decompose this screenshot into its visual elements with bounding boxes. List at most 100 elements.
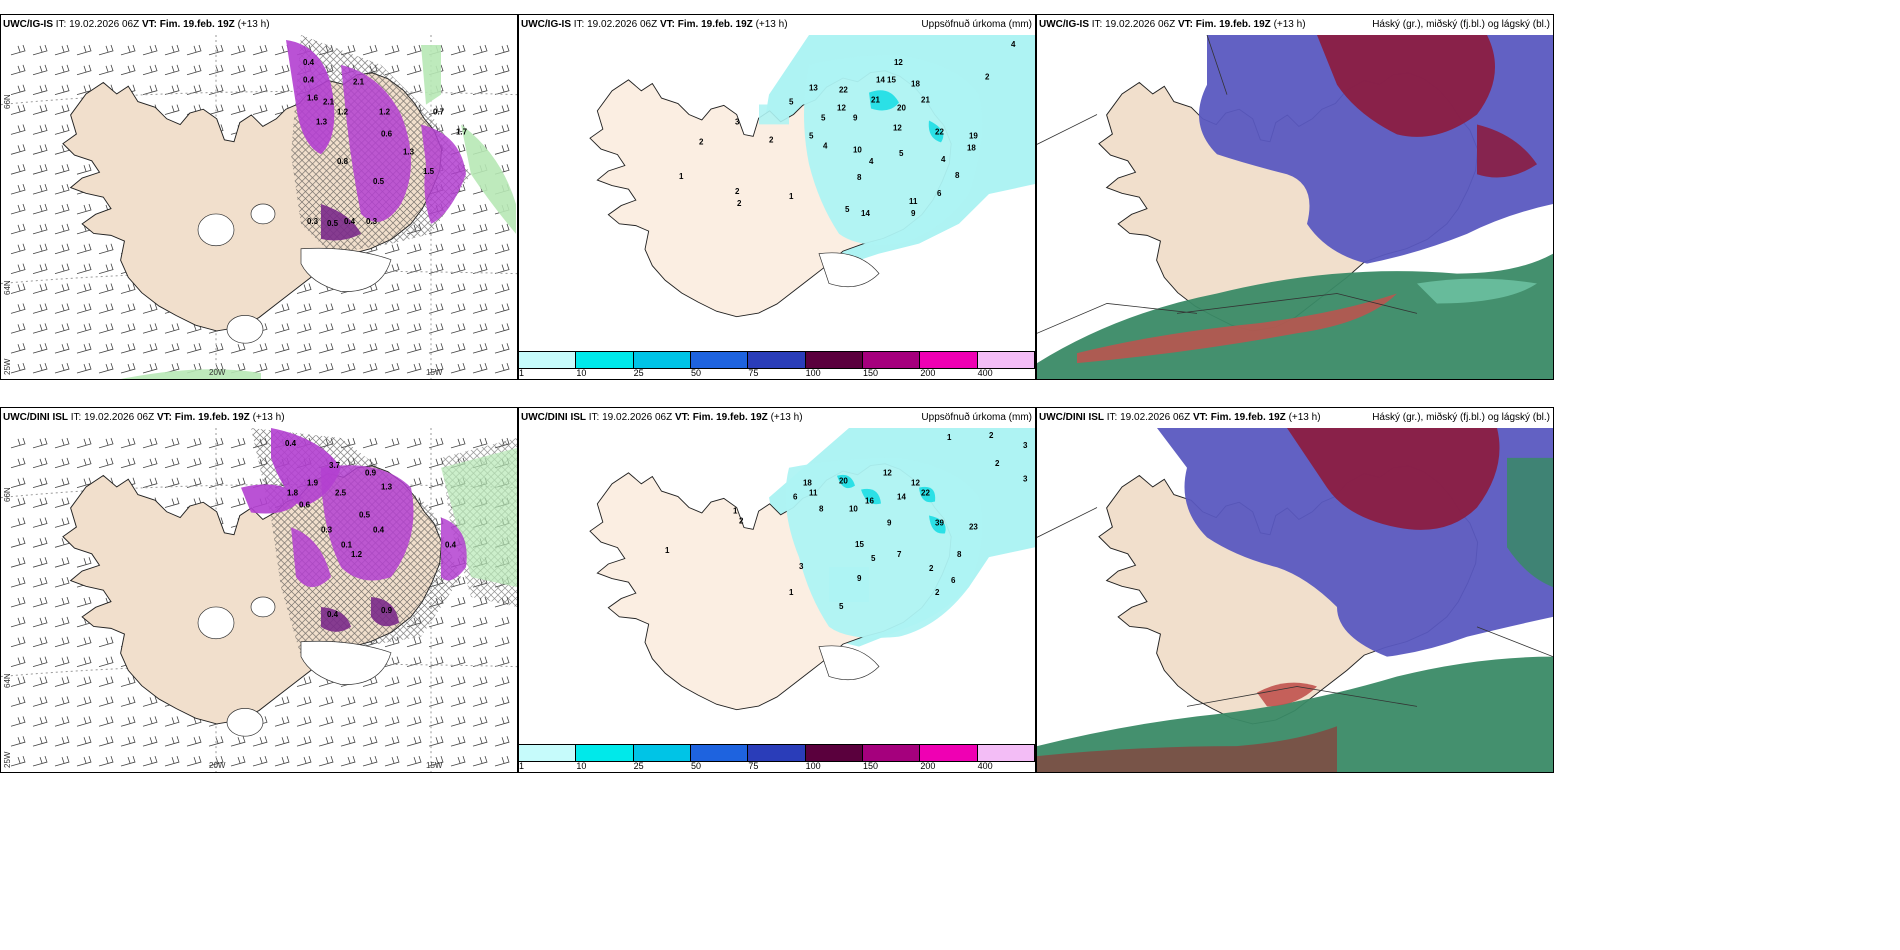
wind-barb <box>76 164 92 175</box>
precip-map[interactable]: 1 2 2 3 3 12 20 12 22 16 14 39 23 10 9 1… <box>519 428 1035 744</box>
wind-barb <box>362 736 378 747</box>
snow-value: 0.8 <box>337 157 349 166</box>
wind-green-area <box>441 447 517 588</box>
precip-map[interactable]: 12 4 2 14 15 18 13 22 21 20 21 12 5 9 12… <box>519 35 1035 351</box>
wind-barb <box>10 323 26 334</box>
wind-barb <box>450 84 466 96</box>
wind-barb <box>54 104 70 115</box>
wind-barb <box>384 362 400 374</box>
precip-colorbar: 1 10 25 50 75 100 150 200 400 <box>519 744 1035 772</box>
snow-value: 0.4 <box>344 217 356 226</box>
wind-barb <box>384 457 400 469</box>
wind-barb <box>164 104 180 115</box>
wind-barb <box>362 44 378 56</box>
wind-barb <box>186 437 202 449</box>
wind-barb <box>494 755 510 767</box>
precip-value: 6 <box>937 189 942 198</box>
snow-area <box>241 484 301 514</box>
wind-barb <box>10 303 26 314</box>
wind-barb <box>472 223 488 235</box>
wind-barb <box>54 203 70 215</box>
wind-barb <box>362 437 378 449</box>
precip-value: 1 <box>665 546 670 555</box>
snow-wind-map[interactable]: 0.4 3.7 1.9 1.8 2.5 0.9 1.3 0.5 0.4 0.6 … <box>1 428 517 772</box>
wind-barb <box>494 343 510 354</box>
wind-barb <box>450 243 466 255</box>
wind-barb <box>406 263 422 274</box>
wind-barb <box>428 656 444 667</box>
wind-barb <box>494 656 510 667</box>
lon-label: 25W <box>3 751 12 768</box>
precip-value: 8 <box>819 504 824 513</box>
wind-barb <box>428 437 444 449</box>
wind-barb <box>32 755 48 767</box>
panel-precip-1: UWC/IG-IS IT: 19.02.2026 06Z VT: Fim. 19… <box>518 14 1036 380</box>
colorbar-swatch <box>977 352 1035 368</box>
wind-barb <box>362 696 378 707</box>
snow-value: 1.5 <box>423 167 435 176</box>
wind-barb <box>274 736 290 747</box>
snow-value: 1.2 <box>351 550 363 559</box>
wind-barb <box>120 736 136 747</box>
snow-wind-map[interactable]: 0.4 0.4 2.1 2.1 1.6 1.2 1.3 1.2 0.6 0.5 … <box>1 35 517 379</box>
precip-area <box>804 54 983 245</box>
snow-value: 0.3 <box>307 217 319 226</box>
wind-barb <box>76 755 92 767</box>
wind-barb <box>32 596 48 608</box>
snow-area <box>441 517 467 581</box>
precip-value: 2 <box>929 564 934 573</box>
colorbar-tick: 100 <box>805 761 821 771</box>
wind-barb <box>494 64 510 76</box>
wind-barb <box>428 755 444 767</box>
wind-barb <box>494 676 510 687</box>
cloud-map[interactable] <box>1037 35 1553 379</box>
wind-barb <box>186 457 202 469</box>
lon-label: 25W <box>3 358 12 375</box>
wind-green-area <box>461 124 516 234</box>
wind-barb <box>10 124 26 135</box>
precip-labels: 12 4 2 14 15 18 13 22 21 20 21 12 5 9 12… <box>679 40 1016 218</box>
colorbar-tick: 10 <box>576 368 587 378</box>
wind-barb <box>54 497 70 508</box>
cloud-map[interactable] <box>1037 428 1553 772</box>
wind-barb <box>406 343 422 354</box>
wind-barb <box>54 184 70 195</box>
precip-value: 10 <box>849 504 858 513</box>
wind-barb <box>450 676 466 687</box>
colorbar-swatch <box>920 352 978 368</box>
wind-barb <box>54 557 70 568</box>
precip-value: 4 <box>1011 40 1016 49</box>
lat-label: 66N <box>3 487 12 502</box>
wind-barb <box>494 616 510 628</box>
precip-value: 20 <box>897 104 906 113</box>
wind-barb <box>142 343 158 354</box>
high-cloud-low <box>1037 726 1337 772</box>
wind-barb <box>10 537 26 548</box>
precip-value: 39 <box>935 518 944 527</box>
wind-barb <box>406 84 422 96</box>
wind-barb <box>450 303 466 314</box>
low-cloud <box>1507 457 1553 588</box>
wind-barb <box>340 696 356 707</box>
wind-barb <box>142 303 158 314</box>
wind-barb <box>450 283 466 294</box>
precip-value: 15 <box>887 76 896 85</box>
wind-barb <box>296 323 312 334</box>
wind-barb <box>10 437 26 449</box>
wind-barb <box>230 457 246 469</box>
wind-barb <box>494 223 510 235</box>
lat-label: 66N <box>3 94 12 109</box>
wind-barb <box>142 696 158 707</box>
wind-barb <box>406 656 422 667</box>
wind-barb <box>98 457 114 469</box>
wind-barb <box>406 716 422 727</box>
wind-barb <box>428 616 444 628</box>
wind-barb <box>10 636 26 648</box>
colorbar-tick: 400 <box>977 368 993 378</box>
wind-barb <box>252 64 268 76</box>
wind-barb <box>32 283 48 294</box>
wind-barb <box>76 736 92 747</box>
snow-area <box>286 39 335 155</box>
snow-value: 0.9 <box>365 469 377 478</box>
wind-barb <box>406 755 422 767</box>
